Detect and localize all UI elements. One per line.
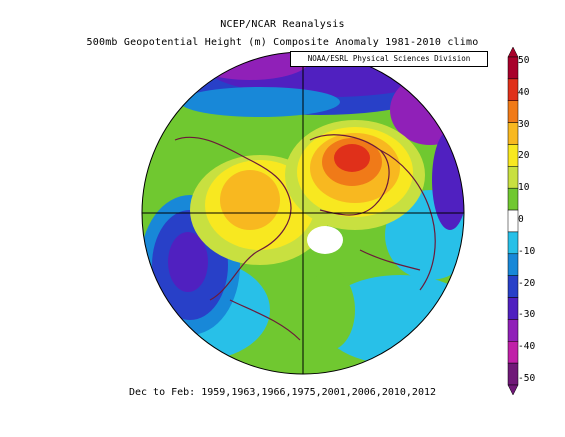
colorbar-swatch	[507, 362, 519, 386]
colorbar-swatch	[507, 56, 519, 80]
colorbar-tick-label: -50	[518, 373, 536, 384]
colorbar-tick-label: 50	[518, 55, 530, 66]
colorbar-swatch	[507, 297, 519, 320]
colorbar-top-arrow	[507, 46, 519, 58]
colorbar-tick-label: 10	[518, 182, 530, 194]
colorbar-swatch	[507, 231, 519, 255]
colorbar-swatch	[507, 100, 519, 123]
colorbar-tick-label: 40	[518, 86, 530, 98]
colorbar-tick-label: -30	[518, 309, 536, 321]
coastlines	[174, 134, 436, 341]
colorbar-swatch	[507, 187, 519, 211]
period-caption: Dec to Feb: 1959,1963,1966,1975,2001,200…	[128, 387, 437, 398]
colorbar	[507, 46, 519, 396]
colorbar-swatch	[507, 209, 519, 233]
colorbar-tick-label: -10	[518, 245, 536, 257]
colorbar-tick-label: 0	[518, 214, 524, 225]
colorbar-swatch	[507, 122, 519, 145]
credit-label: NOAA/ESRL Physical Sciences Division	[290, 51, 488, 67]
colorbar-bottom-arrow	[507, 384, 519, 396]
colorbar-swatch	[507, 78, 519, 101]
colorbar-swatch	[507, 275, 519, 298]
colorbar-swatch	[507, 341, 519, 364]
colorbar-tick-label: 30	[518, 118, 530, 130]
colorbar-swatch	[507, 319, 519, 342]
colorbar-tick-label: 20	[518, 150, 530, 162]
title-line-2: 500mb Geopotential Height (m) Composite …	[86, 37, 479, 48]
colorbar-tick-label: -20	[518, 277, 536, 289]
colorbar-tick-label: -40	[518, 341, 536, 353]
colorbar-swatch	[507, 166, 519, 189]
colorbar-swatch	[507, 144, 519, 167]
colorbar-swatch	[507, 253, 519, 276]
title-line-1: NCEP/NCAR Reanalysis	[220, 19, 345, 30]
